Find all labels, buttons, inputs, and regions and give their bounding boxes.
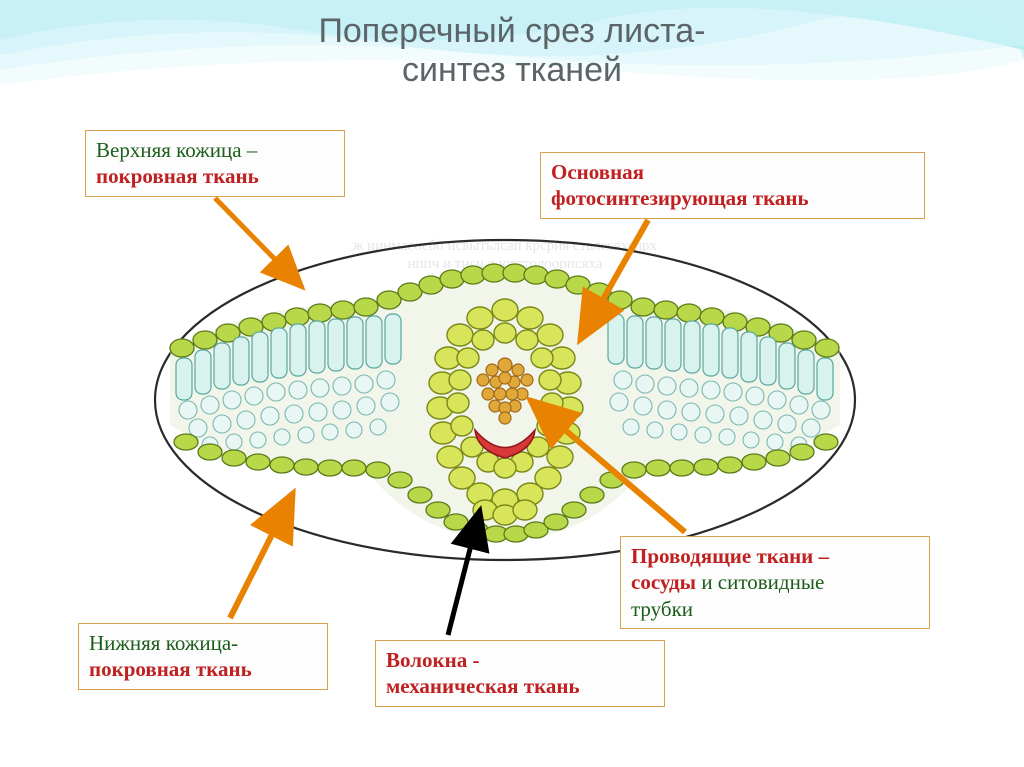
label-text: Основная — [551, 159, 914, 185]
label-text: Верхняя кожица – — [96, 137, 334, 163]
label-text: Нижняя кожица- — [89, 630, 317, 656]
label-upper-epidermis: Верхняя кожица – покровная ткань — [85, 130, 345, 197]
label-text: трубки — [631, 596, 919, 622]
label-text: Проводящие ткани – — [631, 543, 919, 569]
slide-title: Поперечный срез листа- синтез тканей — [0, 12, 1024, 90]
label-text: сосуды и ситовидные — [631, 569, 919, 595]
label-text: фотосинтезирующая ткань — [551, 185, 914, 211]
label-text: покровная ткань — [89, 656, 317, 682]
label-photosynth: Основная фотосинтезирующая ткань — [540, 152, 925, 219]
title-line2: синтез тканей — [402, 51, 622, 89]
leaf-lamina — [170, 264, 840, 542]
label-fibers: Волокна - механическая ткань — [375, 640, 665, 707]
label-lower-epidermis: Нижняя кожица- покровная ткань — [78, 623, 328, 690]
label-text: Волокна - — [386, 647, 654, 673]
label-vascular: Проводящие ткани – сосуды и ситовидные т… — [620, 536, 930, 629]
label-text: механическая ткань — [386, 673, 654, 699]
title-line1: Поперечный срез листа- — [318, 12, 705, 50]
label-text: покровная ткань — [96, 163, 334, 189]
faint-background-text: ж иинмасосбо исвытьлсап крсрия стьлссяхс… — [352, 238, 657, 272]
